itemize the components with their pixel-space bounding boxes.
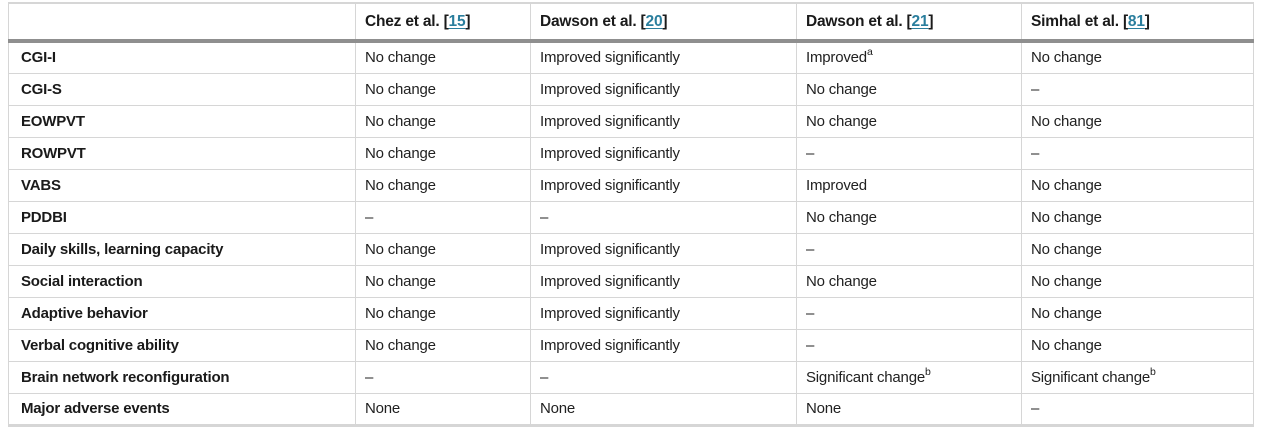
- column-header-bracket: ]: [928, 12, 934, 30]
- row-label: PDDBI: [8, 201, 356, 234]
- result-cell: Significant changeb: [1021, 361, 1254, 394]
- result-cell: No change: [1021, 297, 1254, 330]
- result-cell: No change: [355, 265, 531, 298]
- result-cell: No change: [1021, 105, 1254, 138]
- result-cell: –: [530, 201, 797, 234]
- table-row: Adaptive behavior No change Improved signi…: [8, 297, 1254, 330]
- table-row: VABS No change Improved significantly Impro…: [8, 169, 1254, 202]
- result-cell: Improveda: [796, 41, 1022, 74]
- result-cell: No change: [796, 201, 1022, 234]
- result-cell: No change: [355, 233, 531, 266]
- table-row: Brain network reconfiguration – – Significa…: [8, 361, 1254, 394]
- result-cell: –: [796, 329, 1022, 362]
- row-label: Major adverse events: [8, 393, 356, 425]
- reference-link[interactable]: 15: [448, 12, 466, 30]
- result-cell: None: [530, 393, 797, 425]
- row-label: ROWPVT: [8, 137, 356, 170]
- result-cell: No change: [355, 329, 531, 362]
- column-header-label: Dawson et al. [: [540, 12, 646, 30]
- result-cell: –: [355, 361, 531, 394]
- result-cell: Improved: [796, 169, 1022, 202]
- result-cell: Improved significantly: [530, 265, 797, 298]
- table-row: Daily skills, learning capacity No change…: [8, 233, 1254, 266]
- table-row: CGI-S No change Improved significantly No c…: [8, 73, 1254, 106]
- result-cell: Improved significantly: [530, 233, 797, 266]
- result-cell: No change: [796, 73, 1022, 106]
- column-header-20: Dawson et al. [20]: [530, 3, 797, 43]
- result-cell: –: [1021, 137, 1254, 170]
- result-cell: Improved significantly: [530, 41, 797, 74]
- result-cell: Significant changeb: [796, 361, 1022, 394]
- column-header-21: Dawson et al. [21]: [796, 3, 1022, 43]
- result-cell: No change: [355, 105, 531, 138]
- table-row: Major adverse events None None None –: [8, 393, 1254, 425]
- result-cell: No change: [1021, 201, 1254, 234]
- row-label: Brain network reconfiguration: [8, 361, 356, 394]
- study-outcomes-table: Chez et al. [15] Dawson et al. [20] Dawson…: [8, 2, 1254, 427]
- result-cell: No change: [355, 137, 531, 170]
- result-cell: None: [355, 393, 531, 425]
- table-row: ROWPVT No change Improved significantly – –: [8, 137, 1254, 170]
- result-cell: No change: [355, 297, 531, 330]
- column-header-label: Dawson et al. [: [806, 12, 912, 30]
- result-cell: None: [796, 393, 1022, 425]
- result-cell: No change: [796, 265, 1022, 298]
- row-label: Verbal cognitive ability: [8, 329, 356, 362]
- result-cell: Improved significantly: [530, 329, 797, 362]
- result-cell: No change: [1021, 169, 1254, 202]
- corner-cell: [8, 3, 356, 43]
- result-cell: No change: [1021, 329, 1254, 362]
- row-label: Daily skills, learning capacity: [8, 233, 356, 266]
- row-label: CGI-S: [8, 73, 356, 106]
- result-cell: Improved significantly: [530, 137, 797, 170]
- column-header-bracket: ]: [1144, 12, 1150, 30]
- footnote-marker: b: [1150, 365, 1156, 378]
- result-cell: No change: [355, 169, 531, 202]
- table-row: CGI-I No change Improved significantly Impr…: [8, 41, 1254, 74]
- row-label: EOWPVT: [8, 105, 356, 138]
- column-header-81: Simhal et al. [81]: [1021, 3, 1254, 43]
- row-label: Adaptive behavior: [8, 297, 356, 330]
- header-row: Chez et al. [15] Dawson et al. [20] Dawson…: [8, 3, 1254, 43]
- reference-link[interactable]: 21: [911, 12, 929, 30]
- row-label: CGI-I: [8, 41, 356, 74]
- table-row: EOWPVT No change Improved significantly No …: [8, 105, 1254, 138]
- result-cell: Improved significantly: [530, 105, 797, 138]
- column-header-15: Chez et al. [15]: [355, 3, 531, 43]
- footnote-marker: b: [925, 365, 931, 378]
- result-cell: –: [796, 137, 1022, 170]
- reference-link[interactable]: 20: [645, 12, 663, 30]
- table-body: CGI-I No change Improved significantly Impr…: [8, 41, 1254, 425]
- result-cell: –: [1021, 73, 1254, 106]
- result-cell: Improved significantly: [530, 297, 797, 330]
- row-label: VABS: [8, 169, 356, 202]
- result-cell: –: [355, 201, 531, 234]
- column-header-bracket: ]: [662, 12, 668, 30]
- result-cell: Improved significantly: [530, 73, 797, 106]
- reference-link[interactable]: 81: [1127, 12, 1145, 30]
- result-cell: No change: [355, 41, 531, 74]
- result-cell: No change: [1021, 41, 1254, 74]
- result-cell: –: [530, 361, 797, 394]
- table-row: Social interaction No change Improved sign…: [8, 265, 1254, 298]
- result-cell: Improved significantly: [530, 169, 797, 202]
- study-outcomes-table-wrap: Chez et al. [15] Dawson et al. [20] Dawson…: [8, 2, 1254, 427]
- result-cell: –: [1031, 400, 1040, 417]
- table-row: PDDBI – – No change No change: [8, 201, 1254, 234]
- result-cell: –: [796, 297, 1022, 330]
- result-cell: No change: [796, 105, 1022, 138]
- table-row: Verbal cognitive ability No change Improve…: [8, 329, 1254, 362]
- column-header-bracket: ]: [465, 12, 471, 30]
- footnote-marker: a: [866, 46, 873, 59]
- result-cell: No change: [1021, 233, 1254, 266]
- result-cell: –: [796, 233, 1022, 266]
- column-header-label: Simhal et al. [: [1031, 12, 1128, 30]
- result-cell: No change: [355, 73, 531, 106]
- row-label: Social interaction: [8, 265, 356, 298]
- result-cell: No change: [1021, 265, 1254, 298]
- column-header-label: Chez et al. [: [365, 12, 449, 30]
